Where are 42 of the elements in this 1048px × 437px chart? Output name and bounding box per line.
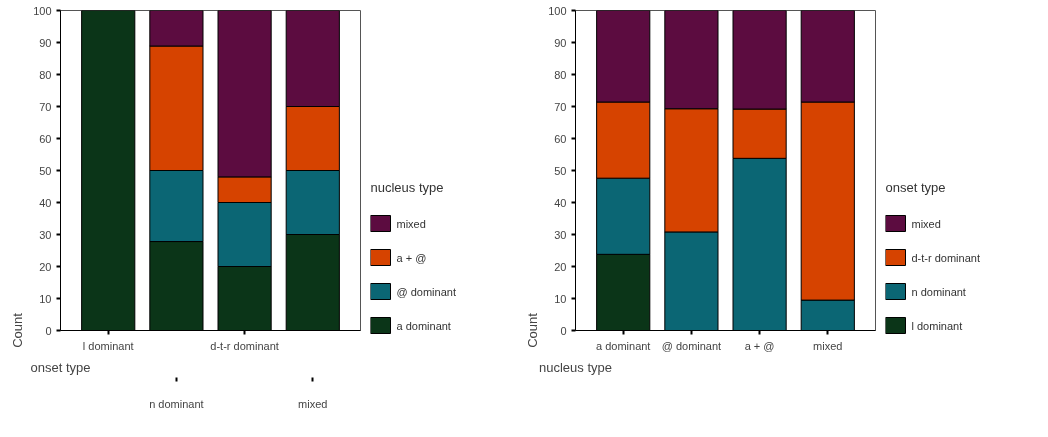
y-tick-label: 70 [39,100,52,113]
y-tick-label: 40 [554,196,567,209]
y-tick-label: 10 [554,292,567,305]
y-tick-label: 70 [554,100,567,113]
y-tick-label: 80 [554,68,567,81]
y-tick-label: 80 [39,68,52,81]
y-tick-label: 0 [45,324,52,337]
y-tick-label: 100 [548,4,567,17]
x-tick-label: @ dominant [661,339,722,352]
legend-label: n dominant [911,285,966,298]
legend-label: mixed [396,217,426,230]
y-tick-label: 100 [33,4,52,17]
x-axis-title: nucleus type [539,359,612,375]
y-tick-label: 0 [560,324,567,337]
legend-label: a + @ [396,251,427,264]
x-tick-label: d-t-r dominant [210,339,279,352]
legend-label: mixed [911,217,941,230]
y-tick-label: 90 [39,36,52,49]
legend-title: nucleus type [370,180,444,195]
legend-label: a dominant [396,319,451,332]
y-tick-label: 10 [39,292,52,305]
x-tick-label: mixed [813,339,843,352]
x-tick-label: l dominant [82,339,134,352]
y-axis-title: Count [525,312,541,348]
legend-label: d-t-r dominant [911,251,980,264]
legend-label: l dominant [911,319,963,332]
x-axis-title: onset type [30,359,91,375]
y-tick-label: 90 [554,36,567,49]
y-tick-label: 50 [39,164,52,177]
y-tick-label: 60 [554,132,567,145]
y-tick-label: 20 [39,260,52,273]
y-tick-label: 40 [39,196,52,209]
legend-title: onset type [885,180,946,195]
y-tick-label: 20 [554,260,567,273]
y-tick-label: 30 [39,228,52,241]
legend-label: @ dominant [396,285,456,298]
y-tick-label: 50 [554,164,567,177]
y-axis-title: Count [10,312,26,348]
x-tick-label: a dominant [596,339,651,352]
x-tick-label: a + @ [744,339,775,352]
y-tick-label: 30 [554,228,567,241]
y-tick-label: 60 [39,132,52,145]
